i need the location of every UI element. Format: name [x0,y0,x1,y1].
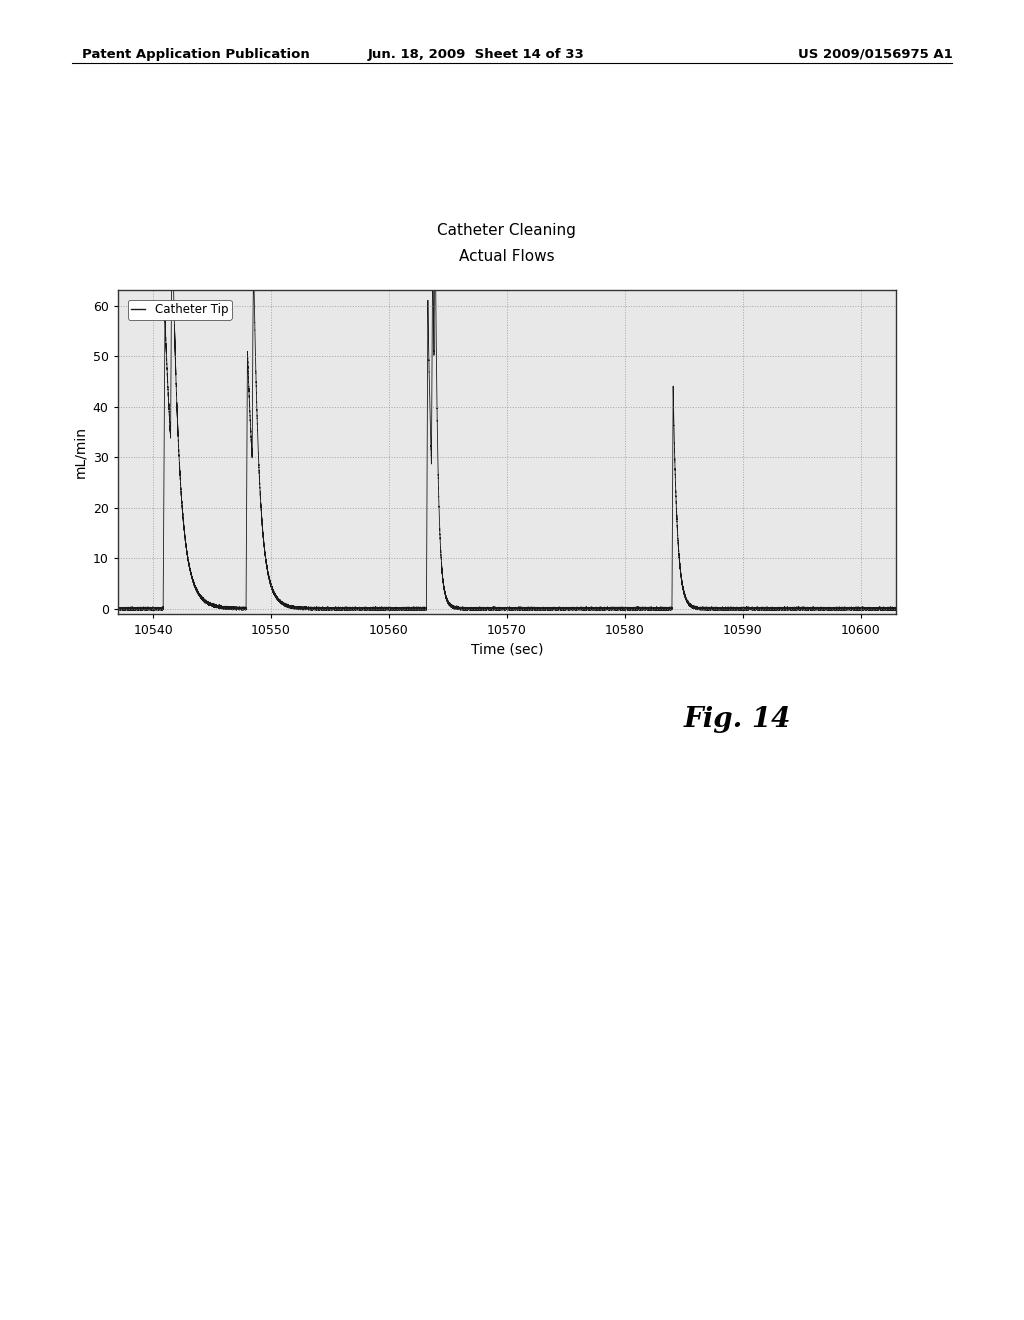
Text: Patent Application Publication: Patent Application Publication [82,48,309,61]
Text: Catheter Cleaning: Catheter Cleaning [437,223,577,238]
Text: US 2009/0156975 A1: US 2009/0156975 A1 [798,48,952,61]
Text: Jun. 18, 2009  Sheet 14 of 33: Jun. 18, 2009 Sheet 14 of 33 [368,48,585,61]
Text: Fig. 14: Fig. 14 [684,706,791,733]
X-axis label: Time (sec): Time (sec) [471,642,543,656]
Legend: Catheter Tip: Catheter Tip [128,300,231,319]
Text: Actual Flows: Actual Flows [459,249,555,264]
Y-axis label: mL/min: mL/min [73,426,87,478]
